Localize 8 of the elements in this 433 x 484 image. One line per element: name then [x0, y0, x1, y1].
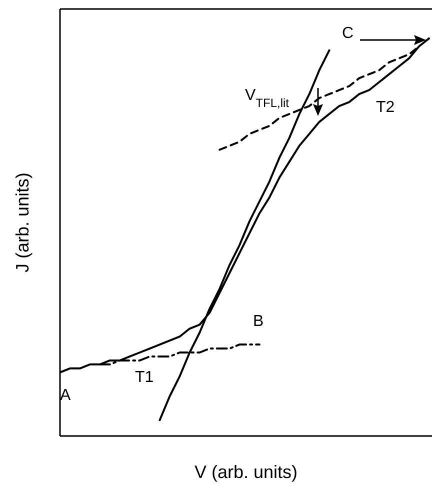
annotation: T2 [376, 99, 395, 116]
y-axis-title: J (arb. units) [12, 172, 32, 273]
x-axis-title: V (arb. units) [194, 462, 298, 482]
annotation: C [342, 25, 354, 42]
annotation: B [253, 313, 264, 330]
annotation: T1 [135, 369, 154, 386]
annotation: V$_{TFL,lit}$ [245, 87, 290, 110]
annotation: A [60, 387, 71, 404]
